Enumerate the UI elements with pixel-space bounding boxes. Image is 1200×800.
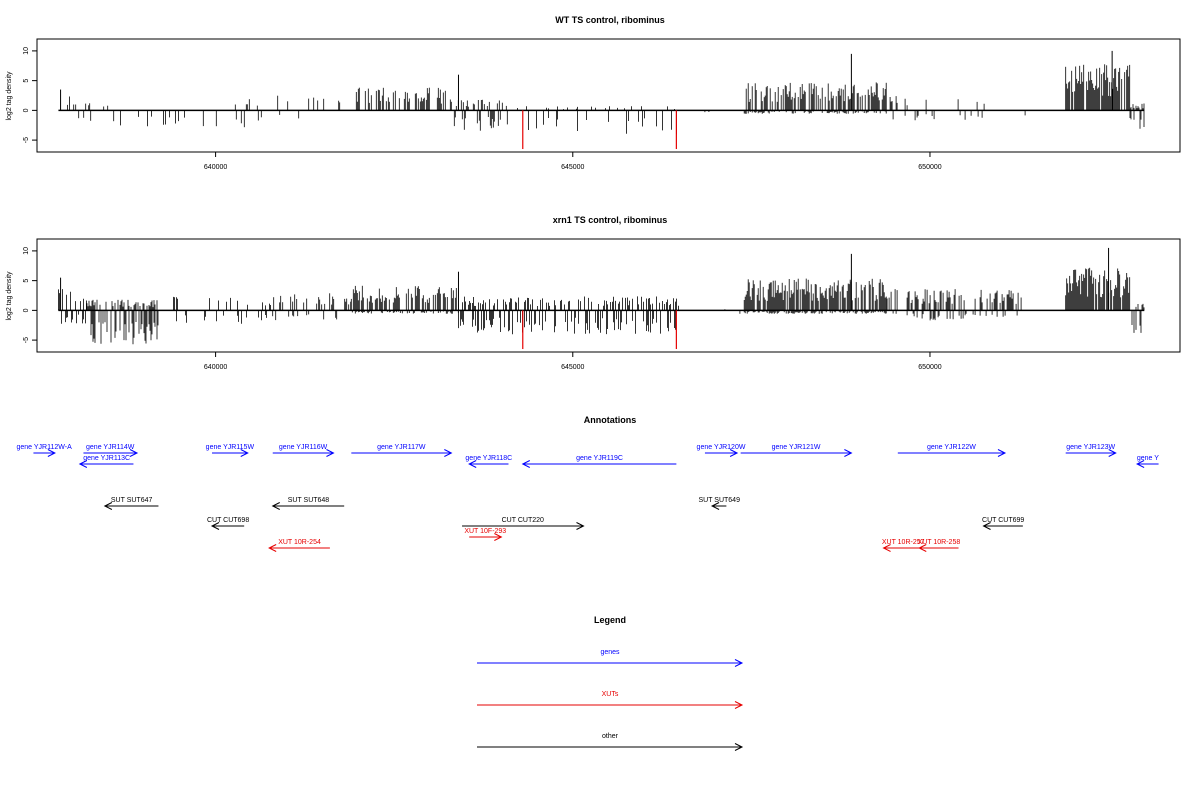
track-wt-x-tick-label: 650000 [918, 164, 941, 171]
annotation-arrow [272, 449, 335, 457]
annotation-label: gene YJR121W [772, 444, 821, 451]
annotation-arrow [1065, 449, 1117, 457]
annotation-label: CUT CUT698 [207, 517, 249, 524]
annotation-arrow [103, 502, 159, 510]
annotation-arrow [704, 449, 739, 457]
track-wt-x-axis: 640000 645000 650000 [204, 152, 942, 171]
legend-item-label: other [602, 733, 619, 740]
track-xrn1-x-tick-label: 640000 [204, 364, 227, 371]
track-wt: WT TS control, ribominus 640000 645000 650… [6, 15, 1181, 171]
track-xrn1-x-axis: 640000 645000 650000 [204, 352, 942, 371]
legend-arrow [477, 701, 744, 709]
track-xrn1-plot-frame [36, 238, 1181, 353]
track-wt-y-tick-label: 5 [23, 79, 30, 83]
annotation-arrow [469, 533, 503, 541]
annotation-arrow [740, 449, 853, 457]
annotation-arrow [271, 502, 345, 510]
track-xrn1-y-axis: -5 0 5 10 [23, 247, 37, 343]
track-xrn1-y-tick-label: 5 [23, 279, 30, 283]
track-xrn1-x-tick-label: 650000 [918, 364, 941, 371]
annotation-arrow [982, 522, 1023, 530]
track-wt-bars [58, 50, 1145, 150]
track-wt-y-axis: -5 0 5 10 [23, 47, 37, 143]
annotation-label: SUT SUT648 [288, 497, 330, 504]
annotation-arrow [212, 449, 249, 457]
annotation-arrow [918, 544, 959, 552]
annotations-title: Annotations [584, 415, 637, 425]
annotation-arrow [268, 544, 330, 552]
legend-title: Legend [594, 615, 626, 625]
track-wt-x-tick-label: 640000 [204, 164, 227, 171]
annotation-label: CUT CUT699 [982, 517, 1024, 524]
track-xrn1-bars [58, 247, 1145, 350]
annotation-label: SUT SUT647 [111, 497, 153, 504]
track-wt-y-tick-label: 10 [23, 47, 30, 55]
annotation-label: gene YJR117W [377, 444, 426, 451]
annotation-arrow [351, 449, 453, 457]
annotation-features: gene YJR112W-A gene YJR113C gene YJR114W ge… [17, 444, 1159, 552]
annotation-label: SUT SUT649 [698, 497, 740, 504]
annotation-arrow [78, 460, 134, 468]
annotation-label: gene YJR113C [83, 455, 130, 462]
annotation-label: CUT CUT220 [502, 517, 544, 524]
legend-item-label: XUTs [602, 691, 619, 698]
legend-item-label: genes [600, 649, 620, 656]
annotation-arrow [521, 460, 677, 468]
annotation-label: gene YJR114W [86, 444, 135, 451]
track-xrn1-y-tick-label: -5 [23, 337, 30, 343]
track-wt-title: WT TS control, ribominus [555, 15, 665, 25]
annotation-label: gene Y [1137, 455, 1159, 462]
legend-panel: Legend genes XUTs other [477, 615, 744, 751]
annotation-label: gene YJR112W-A [17, 444, 73, 451]
track-xrn1-y-axis-label: log2 tag density [6, 271, 13, 321]
annotation-arrow [462, 522, 585, 530]
annotation-arrow [882, 544, 923, 552]
annotation-label: XUT 10R-257 [882, 539, 925, 546]
annotation-arrow [897, 449, 1007, 457]
track-xrn1-y-tick-label: 10 [23, 247, 30, 255]
track-xrn1-y-tick-label: 0 [23, 308, 30, 312]
track-wt-y-axis-label: log2 tag density [6, 71, 13, 121]
track-wt-y-tick-label: -5 [23, 137, 30, 143]
annotation-arrow [83, 449, 139, 457]
annotation-arrow [210, 522, 245, 530]
annotation-label: XUT 10R-254 [278, 539, 321, 546]
annotation-label: XUT 10F-293 [464, 528, 506, 535]
track-xrn1-title: xrn1 TS control, ribominus [553, 215, 668, 225]
track-xrn1-x-tick-label: 645000 [561, 364, 584, 371]
annotation-label: gene YJR116W [279, 444, 328, 451]
annotation-label: XUT 10R-258 [918, 539, 961, 546]
track-xrn1: xrn1 TS control, ribominus 640000 645000 6… [6, 215, 1181, 371]
annotation-label: gene YJR122W [927, 444, 976, 451]
annotation-arrow [710, 502, 727, 510]
legend-items: genes XUTs other [477, 649, 744, 751]
annotation-label: gene YJR115W [206, 444, 255, 451]
annotation-arrow [1136, 460, 1159, 468]
legend-arrow [477, 743, 744, 751]
annotation-label: gene YJR118C [465, 455, 512, 462]
annotation-label: gene YJR119C [576, 455, 623, 462]
legend-arrow [477, 659, 744, 667]
annotation-arrow [33, 449, 56, 457]
track-wt-x-tick-label: 645000 [561, 164, 584, 171]
annotation-label: gene YJR120W [697, 444, 746, 451]
annotation-arrow [468, 460, 509, 468]
track-wt-plot-frame [36, 38, 1181, 153]
annotation-label: gene YJR123W [1066, 444, 1115, 451]
track-wt-y-tick-label: 0 [23, 108, 30, 112]
